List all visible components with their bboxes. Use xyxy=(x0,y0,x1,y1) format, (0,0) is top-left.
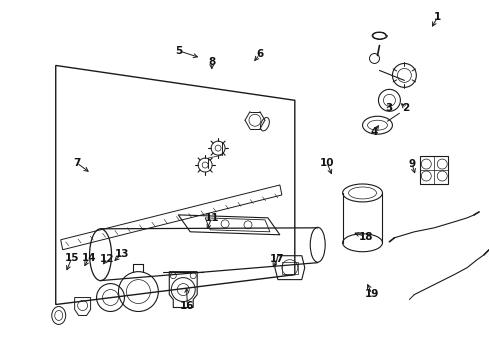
Text: 7: 7 xyxy=(73,158,80,168)
Text: 18: 18 xyxy=(359,232,373,242)
Text: 5: 5 xyxy=(175,46,183,56)
Text: 16: 16 xyxy=(180,301,195,311)
Text: 4: 4 xyxy=(370,127,378,136)
Text: 6: 6 xyxy=(256,49,263,59)
Text: 8: 8 xyxy=(208,57,216,67)
Text: 15: 15 xyxy=(65,253,79,263)
Text: 10: 10 xyxy=(320,158,334,168)
Text: 1: 1 xyxy=(434,12,441,22)
Text: 11: 11 xyxy=(204,213,219,222)
Text: 17: 17 xyxy=(270,254,284,264)
Text: 14: 14 xyxy=(81,253,96,263)
Text: 9: 9 xyxy=(408,159,416,169)
Text: 12: 12 xyxy=(100,254,115,264)
Text: 19: 19 xyxy=(365,289,379,299)
Text: 3: 3 xyxy=(385,103,392,113)
Text: 2: 2 xyxy=(402,103,410,113)
Text: 13: 13 xyxy=(115,248,129,258)
